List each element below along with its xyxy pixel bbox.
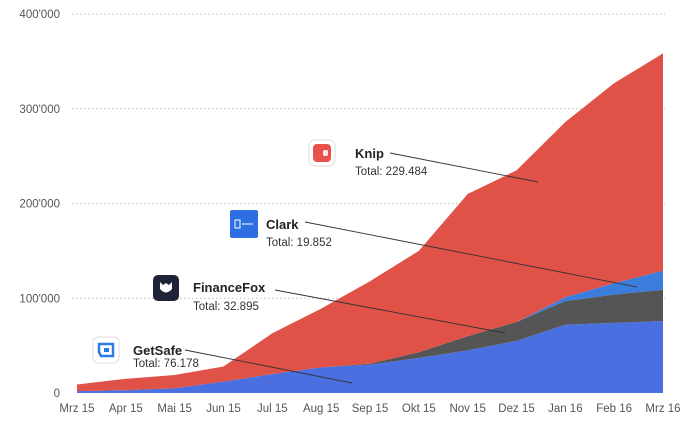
label-leader-lines	[184, 152, 638, 384]
series-name: Clark	[266, 217, 299, 232]
x-tick-label: Mrz 15	[59, 403, 94, 415]
leader-line	[389, 152, 539, 183]
series-total: Total: 19.852	[266, 237, 332, 249]
area-knip	[77, 53, 663, 392]
x-axis-ticks: Mrz 15 Apr 15 Mai 15 Jun 15 Jul 15 Aug 15 Sep …	[59, 403, 680, 415]
financefox-icon	[153, 275, 179, 301]
x-tick-label: Jul 15	[257, 403, 288, 415]
fox-head	[160, 282, 172, 293]
y-tick-label: 100'000	[19, 293, 60, 305]
x-tick-label: Nov 15	[449, 403, 485, 415]
x-tick-label: Sep 15	[352, 403, 388, 415]
icon-clasp	[323, 150, 328, 156]
leader-line	[304, 221, 638, 288]
leader-line	[184, 349, 353, 384]
y-tick-label: 200'000	[19, 199, 60, 211]
icon-mark	[234, 219, 241, 229]
icon-body	[313, 144, 331, 162]
clark-icon	[230, 210, 258, 238]
icon-mark	[97, 342, 115, 358]
series-total: Total: 32.895	[193, 301, 259, 313]
y-tick-label: 400'000	[19, 9, 60, 21]
x-tick-label: Jun 15	[206, 403, 241, 415]
x-tick-label: Apr 15	[109, 403, 143, 415]
x-tick-label: Mrz 16	[645, 403, 680, 415]
area-financefox	[77, 289, 663, 392]
x-tick-label: Aug 15	[303, 403, 339, 415]
getsafe-icon	[92, 336, 120, 364]
x-tick-label: Mai 15	[157, 403, 192, 415]
series-areas	[77, 53, 663, 393]
series-name: FinanceFox	[193, 280, 266, 295]
series-name: Knip	[355, 146, 384, 161]
x-tick-label: Okt 15	[402, 403, 436, 415]
knip-icon	[308, 139, 336, 167]
x-tick-label: Feb 16	[596, 403, 632, 415]
y-tick-label: 0	[54, 388, 60, 400]
leader-line	[274, 289, 506, 334]
series-name: GetSafe	[133, 343, 182, 358]
series-total: Total: 229.484	[355, 166, 428, 178]
x-tick-label: Jan 16	[548, 403, 583, 415]
y-axis-ticks: 0 100'000 200'000 300'000 400'000	[19, 9, 60, 400]
area-getsafe	[77, 320, 663, 393]
icon-mark-dot	[104, 348, 109, 352]
x-tick-label: Dez 15	[498, 403, 534, 415]
series-total: Total: 76.178	[133, 358, 199, 370]
y-tick-label: 300'000	[19, 104, 60, 116]
